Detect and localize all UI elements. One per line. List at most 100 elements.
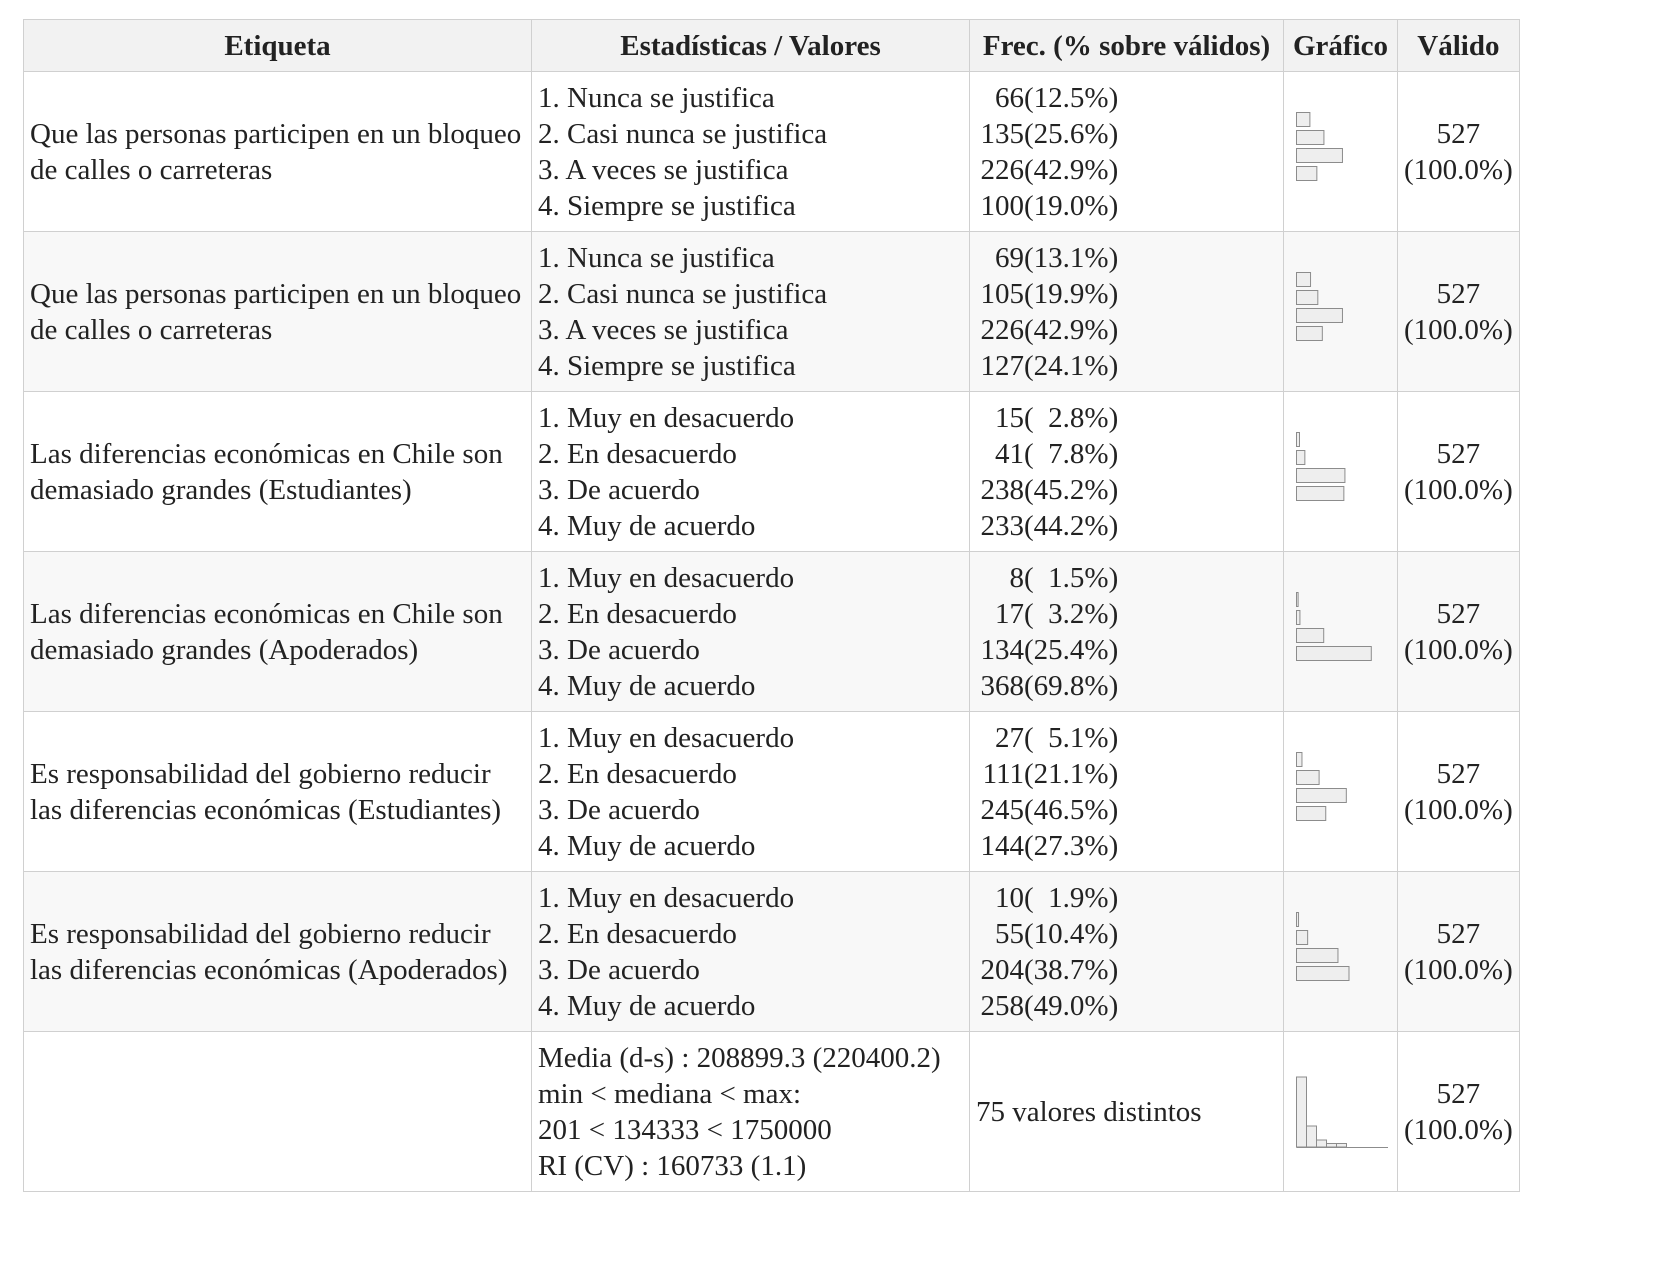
valid-count: 527 [1436, 917, 1481, 950]
valid-percent: (100.0%) [1404, 793, 1513, 826]
value-label: 1. Muy en desacuerdo [538, 561, 795, 594]
frequency-bar [1296, 271, 1312, 287]
frequency-entry: 69 (13.1%) [976, 240, 1277, 276]
frequency-percent: (12.5%) [1024, 81, 1119, 114]
value-label: 2. En desacuerdo [538, 757, 737, 790]
variable-label: Es responsabilidad del gobierno reducir … [23, 871, 532, 1032]
value-label: 3. A veces se justifica [538, 313, 789, 346]
frequency-count: 135 [980, 117, 1025, 150]
numeric-summary-row: Media (d-s) : 208899.3 (220400.2) min < m… [23, 1031, 1520, 1192]
frequency-entry: 134 (25.4%) [976, 632, 1277, 668]
frequency-bar [1296, 787, 1347, 803]
summary-table: Etiqueta Estadísticas / Valores Frec. (%… [23, 19, 1520, 1192]
variable-label [23, 1031, 532, 1192]
frequency-percent: (25.4%) [1024, 633, 1119, 666]
histogram-cell [1283, 1031, 1398, 1192]
frequency-count: 15 [995, 401, 1024, 434]
stats-values: 1. Nunca se justifica 2. Casi nunca se ju… [531, 231, 970, 392]
valid-count: 527 [1436, 597, 1481, 630]
frequency-entry: 127 (24.1%) [976, 348, 1277, 384]
frequency-percent: (42.9%) [1024, 313, 1119, 346]
valid-count-cell: 527 (100.0%) [1397, 231, 1520, 392]
header-stats: Estadísticas / Valores [531, 19, 970, 72]
frequency-count: 10 [995, 881, 1024, 914]
frequency-entry: 111 (21.1%) [976, 756, 1277, 792]
valid-percent: (100.0%) [1404, 313, 1513, 346]
bar-graph-cell [1283, 391, 1398, 552]
frequency-count: 69 [995, 241, 1024, 274]
table-row: Que las personas participen en un bloque… [23, 231, 1520, 392]
frequency-percent: (10.4%) [1024, 917, 1119, 950]
value-label: 4. Muy de acuerdo [538, 989, 756, 1022]
frequency-entry: 258 (49.0%) [976, 988, 1277, 1024]
frequency-bar [1296, 627, 1325, 643]
frequency-percent: (25.6%) [1024, 117, 1119, 150]
frequency-list: 8( 1.5%) 17( 3.2%) 134 (25.4%) 368 (69.8%) [969, 551, 1284, 712]
frequency-count: 100 [980, 189, 1025, 222]
histogram-bar [1296, 1076, 1307, 1147]
frequency-percent: ( 3.2%) [1024, 597, 1119, 630]
frequency-percent: (19.0%) [1024, 189, 1119, 222]
frequency-count: 258 [980, 989, 1025, 1022]
frequency-count: 226 [980, 313, 1025, 346]
frequency-count: 233 [980, 509, 1025, 542]
stat-line: min < mediana < max: [538, 1077, 802, 1110]
stats-values: 1. Nunca se justifica 2. Casi nunca se ju… [531, 71, 970, 232]
frequency-bar [1296, 929, 1309, 945]
frequency-count: 238 [980, 473, 1025, 506]
frequency-list: 10( 1.9%) 55 (10.4%) 204 (38.7%) 258 (49.0%) [969, 871, 1284, 1032]
value-label: 3. A veces se justifica [538, 153, 789, 186]
valid-count-cell: 527 (100.0%) [1397, 71, 1520, 232]
frequency-bar [1296, 911, 1300, 927]
bar-graph-cell [1283, 231, 1398, 392]
variable-label: Que las personas participen en un bloque… [23, 231, 532, 392]
frequency-count: 105 [980, 277, 1025, 310]
frequency-percent: ( 2.8%) [1024, 401, 1119, 434]
frequency-list: 27( 5.1%) 111 (21.1%) 245 (46.5%) 144 (27.3%) [969, 711, 1284, 872]
frequency-percent: (27.3%) [1024, 829, 1119, 862]
valid-count-cell: 527 (100.0%) [1397, 871, 1520, 1032]
frequency-bar [1296, 467, 1346, 483]
frequency-entry: 41( 7.8%) [976, 436, 1277, 472]
frequency-bar [1296, 111, 1311, 127]
frequency-entry: 238 (45.2%) [976, 472, 1277, 508]
frequency-percent: ( 1.5%) [1024, 561, 1119, 594]
frequency-bar [1296, 129, 1325, 145]
frequency-percent: (38.7%) [1024, 953, 1119, 986]
frequency-percent: (46.5%) [1024, 793, 1119, 826]
value-label: 4. Muy de acuerdo [538, 829, 756, 862]
frequency-count: 8 [1009, 561, 1025, 594]
valid-count: 527 [1436, 437, 1481, 470]
frequency-bar [1296, 591, 1299, 607]
bar-graph-cell [1283, 871, 1398, 1032]
stat-line: 201 < 134333 < 1750000 [538, 1113, 832, 1146]
frequency-percent: (45.2%) [1024, 473, 1119, 506]
frequency-count: 111 [982, 757, 1024, 790]
value-label: 1. Nunca se justifica [538, 241, 775, 274]
table-row: Las diferencias económicas en Chile son … [23, 551, 1520, 712]
valid-count: 527 [1436, 277, 1481, 310]
table-row: Es responsabilidad del gobierno reducir … [23, 711, 1520, 872]
frequency-count: 226 [980, 153, 1025, 186]
frequency-count: 134 [980, 633, 1025, 666]
bar-graph-cell [1283, 711, 1398, 872]
frequency-list: 69 (13.1%) 105 (19.9%) 226 (42.9%) 127 (24.1%) [969, 231, 1284, 392]
valid-count: 527 [1436, 1077, 1481, 1110]
frequency-entry: 17( 3.2%) [976, 596, 1277, 632]
frequency-entry: 66 (12.5%) [976, 80, 1277, 116]
frequency-bar [1296, 965, 1350, 981]
frequency-entry: 368 (69.8%) [976, 668, 1277, 704]
frequency-list: 15( 2.8%) 41( 7.8%) 238 (45.2%) 233 (44.2%) [969, 391, 1284, 552]
frequency-entry: 100 (19.0%) [976, 188, 1277, 224]
table-row: Es responsabilidad del gobierno reducir … [23, 871, 1520, 1032]
frequency-bar [1296, 147, 1343, 163]
frequency-bar-chart [1296, 111, 1343, 181]
frequency-count: 204 [980, 953, 1025, 986]
frequency-bar [1296, 307, 1343, 323]
value-label: 3. De acuerdo [538, 473, 700, 506]
frequency-entry: 55 (10.4%) [976, 916, 1277, 952]
frequency-percent: (44.2%) [1024, 509, 1119, 542]
frequency-entry: 10( 1.9%) [976, 880, 1277, 916]
frequency-entry: 245 (46.5%) [976, 792, 1277, 828]
header-freq: Frec. (% sobre válidos) [969, 19, 1284, 72]
